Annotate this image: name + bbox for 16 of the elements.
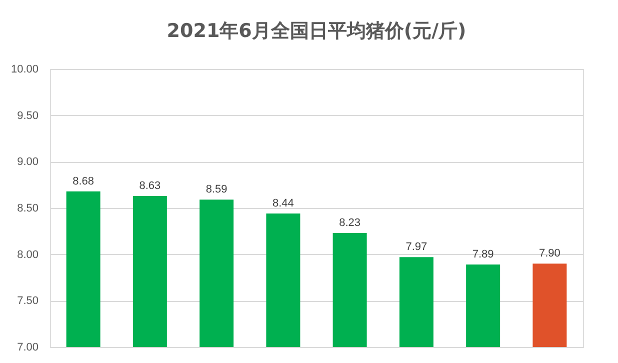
y-tick-label: 9.50 [17, 110, 38, 122]
chart-title: 2021年6月全国日平均猪价(元/斤) [166, 20, 466, 42]
data-label: 7.97 [406, 241, 428, 254]
data-label: 8.23 [339, 217, 361, 230]
y-tick-label: 7.50 [17, 295, 38, 308]
y-tick-label: 10.00 [10, 64, 38, 76]
y-tick-label: 7.00 [17, 342, 38, 354]
data-label: 8.63 [139, 180, 161, 192]
data-label: 8.68 [72, 175, 94, 188]
data-label: 8.44 [272, 198, 294, 210]
y-tick-label: 9.00 [17, 156, 38, 168]
data-label: 7.89 [472, 248, 494, 261]
data-label: 7.90 [538, 248, 560, 260]
y-tick-label: 8.00 [17, 248, 38, 261]
y-tick-label: 8.50 [17, 202, 38, 214]
data-label: 8.59 [206, 184, 228, 196]
